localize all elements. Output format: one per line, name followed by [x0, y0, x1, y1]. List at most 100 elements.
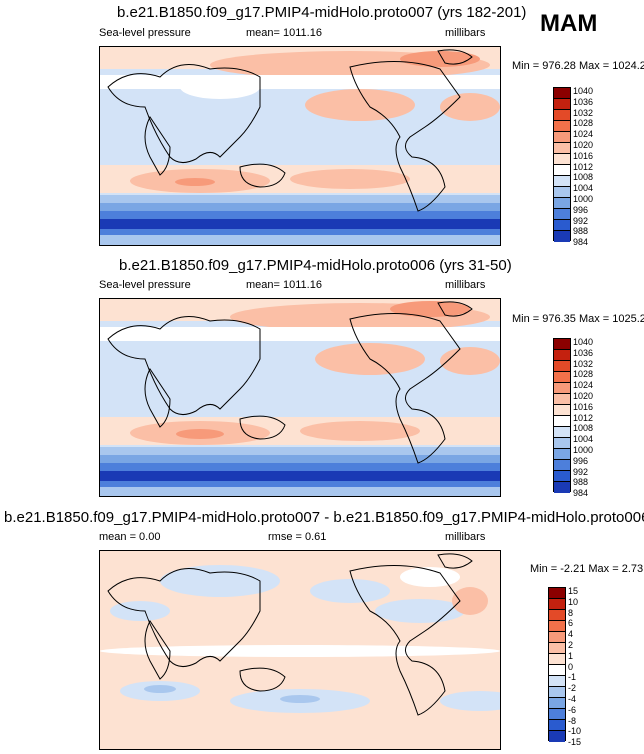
panel2-title: b.e21.B1850.f09_g17.PMIP4-midHolo.proto0…: [119, 257, 512, 274]
colorbar-tick-label: -8: [568, 715, 577, 726]
panel1-map: [99, 46, 501, 246]
colorbar-tick-label: 1: [568, 650, 574, 661]
colorbar-tick-label: 0: [568, 661, 574, 672]
colorbar-tick-label: 1012: [573, 412, 594, 423]
panel2-colorbar-swatch: [554, 460, 570, 471]
colorbar-tick-label: 984: [573, 237, 589, 248]
panel3-units-label: millibars: [445, 531, 486, 543]
panel1-mean-label: mean= 1011.16: [246, 27, 322, 39]
colorbar-tick-label: 8: [568, 607, 574, 618]
panel1-colorbar-swatch: [554, 209, 570, 220]
panel2-variable-label: Sea-level pressure: [99, 279, 191, 291]
panel1-colorbar-swatch: [554, 99, 570, 110]
colorbar-tick-label: 1008: [573, 172, 594, 183]
panel3-colorbar-swatch: [549, 588, 565, 599]
colorbar-tick-label: 996: [573, 204, 589, 215]
panel2-colorbar-swatch: [554, 471, 570, 482]
colorbar-tick-label: 1032: [573, 107, 594, 118]
colorbar-tick-label: 1020: [573, 391, 594, 401]
colorbar-tick-label: 1032: [573, 358, 594, 369]
panel3-map: [99, 550, 501, 750]
panel1-colorbar-swatch: [554, 165, 570, 176]
colorbar-tick-label: 992: [573, 215, 589, 226]
panel1-colorbar-swatch: [554, 132, 570, 143]
panel3-minmax-label: Min = -2.21 Max = 2.73: [530, 563, 644, 575]
colorbar-tick-label: 1012: [573, 161, 594, 172]
colorbar-tick-label: 1004: [573, 183, 594, 194]
panel1-minmax-label: Min = 976.28 Max = 1024.24: [512, 60, 644, 72]
panel3-colorbar-swatch: [549, 599, 565, 610]
panel3-colorbar-swatch: [549, 665, 565, 676]
panel2-colorbar-swatch: [554, 416, 570, 427]
panel3-rmse-label: rmse = 0.61: [268, 531, 327, 543]
panel1-title: b.e21.B1850.f09_g17.PMIP4-midHolo.proto0…: [117, 4, 527, 21]
panel1-colorbar-swatch: [554, 88, 570, 99]
season-label: MAM: [540, 10, 598, 37]
colorbar-tick-label: 1016: [573, 150, 594, 161]
panel3-colorbar-swatch: [549, 709, 565, 720]
panel3-colorbar: [548, 587, 566, 742]
colorbar-tick-label: 1036: [573, 96, 594, 107]
panel2-colorbar-swatch: [554, 339, 570, 350]
panel3-colorbar-swatch: [549, 731, 565, 742]
colorbar-tick-label: 1024: [573, 380, 594, 391]
panel3-title: b.e21.B1850.f09_g17.PMIP4-midHolo.proto0…: [4, 509, 644, 526]
colorbar-tick-label: 1028: [573, 118, 594, 129]
panel1-colorbar: [553, 87, 571, 242]
panel3-colorbar-swatch: [549, 621, 565, 632]
panel3-colorbar-swatch: [549, 632, 565, 643]
colorbar-tick-label: 15: [568, 586, 579, 596]
panel1-colorbar-swatch: [554, 154, 570, 165]
panel1-colorbar-swatch: [554, 187, 570, 198]
panel2-colorbar-swatch: [554, 394, 570, 405]
colorbar-tick-label: 6: [568, 618, 574, 629]
colorbar-tick-label: -1: [568, 672, 577, 683]
panel2-colorbar-swatch: [554, 372, 570, 383]
colorbar-tick-label: 2: [568, 640, 574, 650]
colorbar-tick-label: 984: [573, 488, 589, 499]
panel2-units-label: millibars: [445, 279, 486, 291]
panel1-colorbar-swatch: [554, 220, 570, 231]
panel3-colorbar-swatch: [549, 610, 565, 621]
colorbar-tick-label: 1004: [573, 434, 594, 445]
colorbar-tick-label: 1000: [573, 445, 594, 455]
panel3-colorbar-swatch: [549, 654, 565, 665]
colorbar-tick-label: -2: [568, 683, 577, 694]
panel2-colorbar-swatch: [554, 449, 570, 460]
panel3-colorbar-swatch: [549, 687, 565, 698]
colorbar-tick-label: 1028: [573, 369, 594, 380]
panel2-map: [99, 298, 501, 497]
panel3-mean-label: mean = 0.00: [99, 531, 161, 543]
panel2-colorbar-swatch: [554, 361, 570, 372]
colorbar-tick-label: 1040: [573, 337, 594, 347]
colorbar-tick-label: 992: [573, 466, 589, 477]
colorbar-tick-label: 1036: [573, 347, 594, 358]
panel3-map-svg: [100, 551, 500, 749]
colorbar-tick-label: 988: [573, 477, 589, 488]
panel1-variable-label: Sea-level pressure: [99, 27, 191, 39]
colorbar-tick-label: 1020: [573, 140, 594, 150]
panel2-colorbar-swatch: [554, 405, 570, 416]
colorbar-tick-label: -10: [568, 726, 582, 737]
panel1-map-svg: [100, 47, 500, 245]
panel1-colorbar-swatch: [554, 198, 570, 209]
panel1-units-label: millibars: [445, 27, 486, 39]
panel3-colorbar-swatch: [549, 643, 565, 654]
panel1-colorbar-swatch: [554, 143, 570, 154]
panel2-colorbar-swatch: [554, 427, 570, 438]
colorbar-tick-label: 1000: [573, 194, 594, 204]
panel2-mean-label: mean= 1011.16: [246, 279, 322, 291]
panel2-colorbar-swatch: [554, 482, 570, 493]
panel2-colorbar-swatch: [554, 438, 570, 449]
panel2-colorbar: [553, 338, 571, 493]
colorbar-tick-label: 1008: [573, 423, 594, 434]
colorbar-tick-label: -15: [568, 737, 582, 748]
colorbar-tick-label: 996: [573, 455, 589, 466]
colorbar-tick-label: 4: [568, 629, 574, 640]
colorbar-tick-label: 1016: [573, 401, 594, 412]
panel3-colorbar-swatch: [549, 720, 565, 731]
panel1-colorbar-swatch: [554, 110, 570, 121]
panel3-colorbar-swatch: [549, 698, 565, 709]
colorbar-tick-label: 10: [568, 596, 579, 607]
panel2-map-svg: [100, 299, 500, 496]
